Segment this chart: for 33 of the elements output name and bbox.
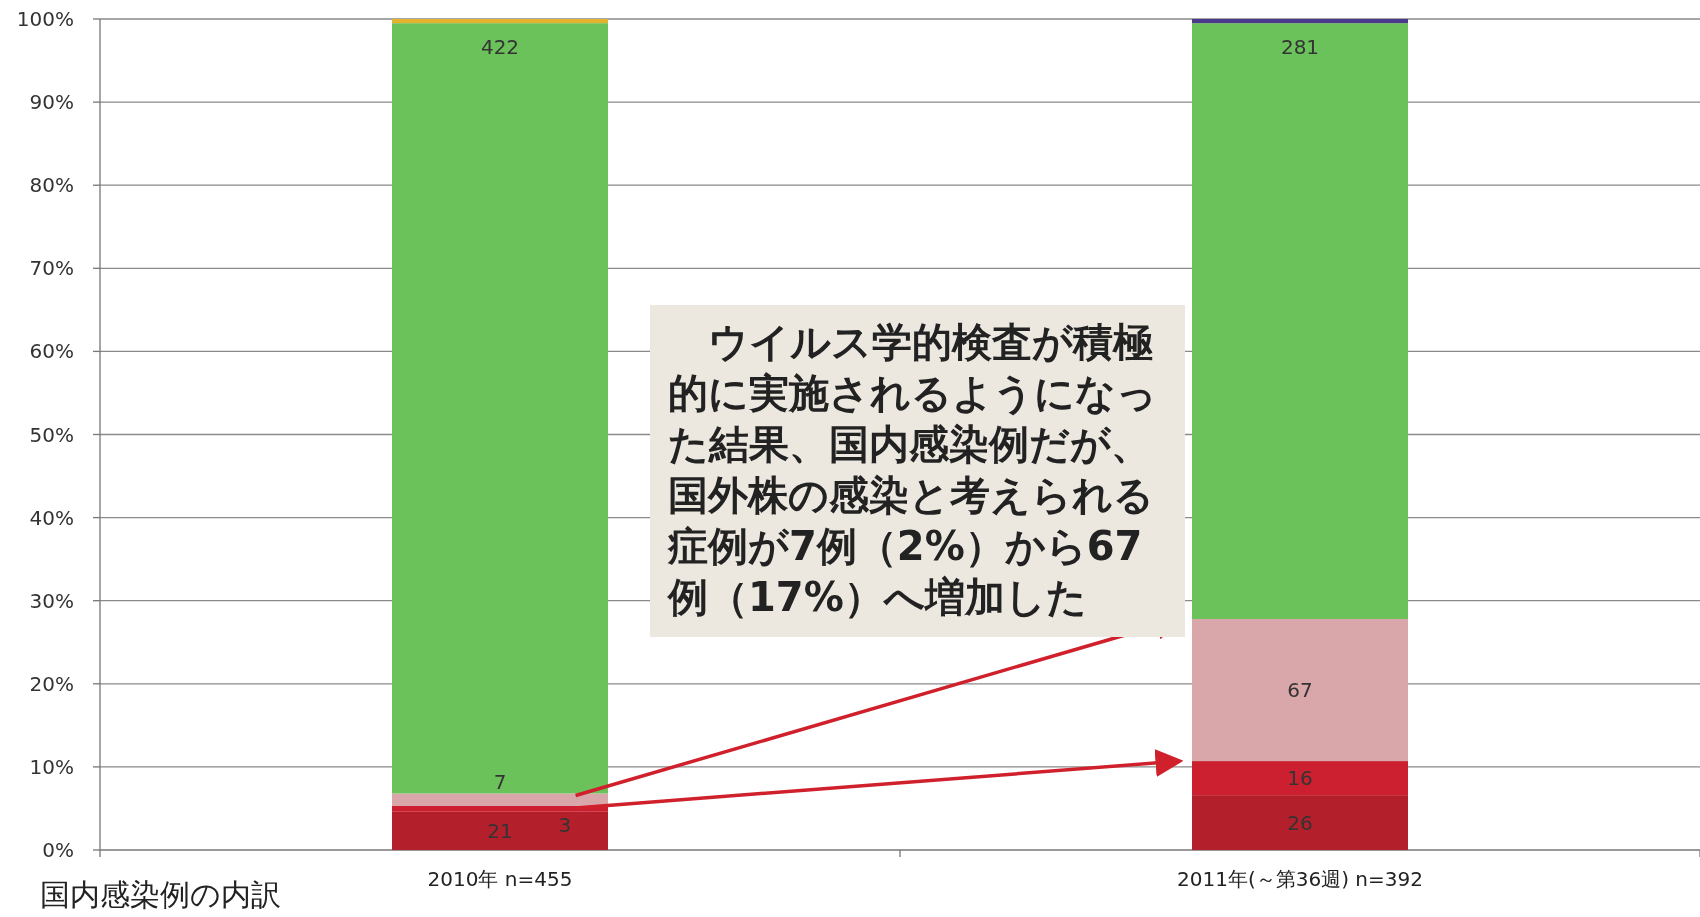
bar xyxy=(1192,19,1408,24)
y-tick-label: 40% xyxy=(29,505,74,530)
bar xyxy=(392,793,608,806)
annotation: 7 xyxy=(493,770,507,795)
text: 国内感染例の内訳 xyxy=(40,877,281,912)
bar xyxy=(1192,795,1408,850)
annotation: 67 xyxy=(1287,678,1313,703)
annotation: 3 xyxy=(558,812,572,837)
y-tick-label: 90% xyxy=(29,90,74,115)
y-tick-label: 80% xyxy=(29,173,74,198)
bar xyxy=(1192,761,1408,796)
x-tick-label: 2010年 n=455 xyxy=(427,867,573,891)
bar xyxy=(1192,618,1408,762)
annotation: ウイルス学的検査が積極的に実施されるようになった結果、国内感染例だが、国外株の感染と考えられる症例が7例（2%）から67例（17%）へ増加した xyxy=(650,305,1185,637)
annotation: 26 xyxy=(1287,810,1313,835)
y-tick-label: 20% xyxy=(29,671,74,696)
y-tick-label: 60% xyxy=(29,339,74,364)
y-tick-label: 0% xyxy=(42,838,74,862)
annotation: 281 xyxy=(1280,35,1320,60)
y-tick-label: 50% xyxy=(29,422,74,447)
y-tick-label: 10% xyxy=(29,754,74,779)
annotation: 21 xyxy=(487,818,513,843)
annotation: 422 xyxy=(480,35,520,60)
bar xyxy=(392,811,608,850)
bar xyxy=(392,805,608,812)
bar xyxy=(392,19,608,24)
bar xyxy=(392,23,608,794)
x-tick-label: 2011年(～第36週) n=392 xyxy=(1177,867,1423,891)
y-tick-label: 70% xyxy=(29,256,74,281)
y-tick-label: 30% xyxy=(29,588,74,613)
y-tick-label: 100% xyxy=(16,7,74,31)
annotation: 16 xyxy=(1287,766,1313,791)
bar xyxy=(1192,23,1408,619)
